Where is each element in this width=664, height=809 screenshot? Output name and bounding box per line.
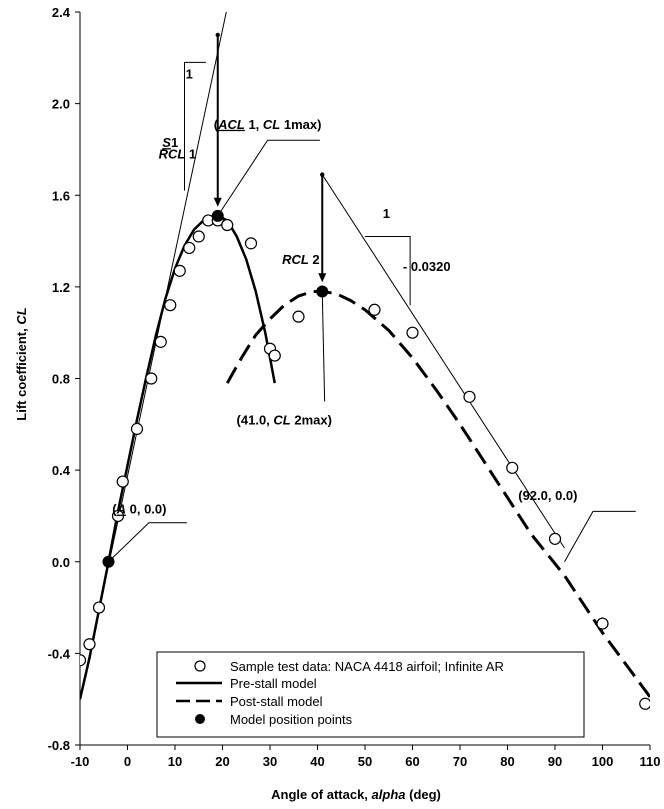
y-tick-label: -0.8 xyxy=(48,738,70,753)
test-data-point xyxy=(639,697,650,710)
test-data-point xyxy=(164,299,177,312)
test-data-point xyxy=(173,264,186,277)
arrow-rcl2-origin xyxy=(320,172,325,177)
annotation-lines xyxy=(80,12,636,700)
test-data-point xyxy=(463,390,476,403)
annotation-slope2-run: 1 xyxy=(383,206,390,221)
tick-labels: -10 0 10 20 30 40 50 60 70 80 90 100 110 -0.8 -0.4 0.0 0… xyxy=(48,5,661,769)
leader-line xyxy=(108,522,187,563)
y-tick-label: 2.0 xyxy=(52,97,70,112)
arrow-rcl1-head xyxy=(213,197,222,207)
annotation-zero-lift: (92.0, 0.0) xyxy=(518,488,577,503)
x-tick-label: 80 xyxy=(500,754,514,769)
legend-open-circle-icon xyxy=(194,660,206,672)
annotation-s1-run: 1 xyxy=(186,66,193,81)
annotation-rcl2: RCL 2 xyxy=(282,252,320,267)
reference-line-00320 xyxy=(321,174,565,549)
annotation-acl1: (ACL 1, CL 1max) xyxy=(214,117,322,132)
y-tick-label: -0.4 xyxy=(48,646,71,661)
x-tick-label: 70 xyxy=(453,754,467,769)
data-series xyxy=(80,209,650,710)
legend: Sample test data: NACA 4418 airfoil; Inf… xyxy=(156,651,585,738)
test-data-point xyxy=(83,638,96,651)
x-axis-title: Angle of attack, alpha (deg) xyxy=(271,787,441,802)
x-tick-label: 60 xyxy=(405,754,419,769)
legend-label: Post-stall model xyxy=(230,694,323,709)
model-position-point xyxy=(102,555,115,568)
test-data-point xyxy=(92,601,106,614)
test-data-point xyxy=(145,372,158,385)
test-data-point xyxy=(548,532,562,545)
y-tick-label: 0.8 xyxy=(52,372,70,387)
y-tick-label: 2.4 xyxy=(52,5,71,20)
x-tick-label: 90 xyxy=(548,754,562,769)
test-data-point xyxy=(116,475,129,488)
arrow-rcl2-head xyxy=(318,273,327,283)
y-tick-label: 0.0 xyxy=(52,555,70,570)
annotations: S1 1 RCL 1 (ACL 1, CL 1max) RCL 2 1 - 0.0320 (4… xyxy=(112,66,577,516)
slope-bracket-s1 xyxy=(184,61,206,116)
arrow-rcl1-origin xyxy=(215,32,220,38)
model-position-point xyxy=(211,209,224,222)
leader-line xyxy=(564,510,636,562)
test-data-point xyxy=(111,509,125,523)
post-stall-model-line xyxy=(225,289,650,698)
test-data-point xyxy=(183,241,196,255)
annotation-slope2-val: - 0.0320 xyxy=(403,259,451,274)
test-data-point xyxy=(244,237,258,250)
test-data-point xyxy=(130,422,144,435)
x-tick-label: 30 xyxy=(263,754,277,769)
annotation-cl2max: (41.0, CL 2max) xyxy=(237,412,332,427)
annotation-a0: (A 0, 0.0) xyxy=(112,502,166,517)
x-tick-label: 10 xyxy=(168,754,182,769)
annotation-s1-label: S1 xyxy=(162,135,178,150)
test-data-point xyxy=(368,303,381,316)
test-data-point xyxy=(192,230,205,243)
leader-line xyxy=(217,139,320,217)
legend-label: Model position points xyxy=(230,712,353,727)
axes xyxy=(75,11,651,750)
test-data-point xyxy=(292,310,305,323)
y-tick-label: 1.6 xyxy=(52,188,70,203)
y-tick-label: 0.4 xyxy=(52,463,71,478)
x-tick-label: 110 xyxy=(640,754,661,769)
x-tick-label: -10 xyxy=(71,754,90,769)
annotation-rcl1: RCL 1 xyxy=(159,147,197,162)
legend-label: Pre-stall model xyxy=(230,676,317,691)
test-data-point xyxy=(80,654,87,667)
test-data-point xyxy=(506,461,519,474)
test-data-point xyxy=(221,218,234,232)
legend-box xyxy=(156,651,585,738)
x-tick-label: 50 xyxy=(358,754,372,769)
legend-filled-circle-icon xyxy=(195,714,205,724)
model-position-point xyxy=(316,285,329,298)
legend-label: Sample test data: NACA 4418 airfoil; Inf… xyxy=(230,659,504,674)
x-tick-label: 40 xyxy=(310,754,324,769)
leader-line xyxy=(321,291,326,402)
y-tick-label: 1.2 xyxy=(52,280,70,295)
test-data-point xyxy=(268,349,281,362)
y-axis-title: Lift coefficient, CL xyxy=(14,307,29,420)
x-tick-label: 100 xyxy=(592,754,614,769)
test-data-point xyxy=(596,617,609,630)
slope-bracket-post xyxy=(365,235,411,306)
x-tick-label: 20 xyxy=(215,754,229,769)
pre-stall-model-line xyxy=(80,214,276,700)
test-data-point xyxy=(154,335,167,348)
test-data-point xyxy=(406,326,419,339)
x-tick-label: 0 xyxy=(124,754,131,769)
